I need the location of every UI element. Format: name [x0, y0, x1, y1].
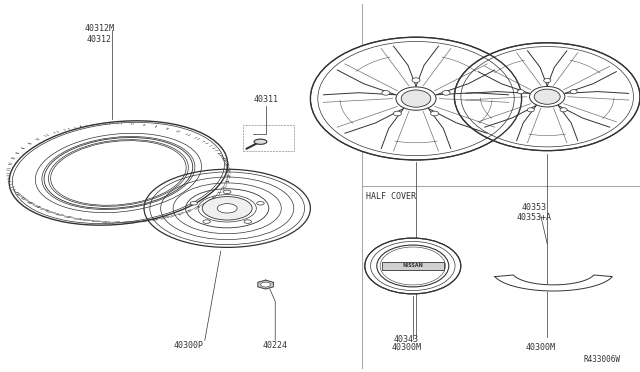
Polygon shape: [495, 275, 612, 291]
Circle shape: [412, 78, 420, 83]
Circle shape: [570, 90, 577, 94]
Circle shape: [431, 111, 438, 116]
Circle shape: [454, 43, 640, 151]
Text: 40311: 40311: [253, 95, 278, 104]
Ellipse shape: [202, 196, 252, 220]
Ellipse shape: [223, 190, 231, 194]
Circle shape: [382, 90, 390, 95]
Circle shape: [534, 89, 560, 104]
Circle shape: [529, 86, 565, 107]
Circle shape: [560, 108, 567, 112]
Circle shape: [310, 37, 522, 160]
Text: 40300M: 40300M: [526, 343, 556, 352]
Text: 40312M
40312: 40312M 40312: [84, 24, 114, 44]
Text: 40300M: 40300M: [392, 343, 421, 352]
Ellipse shape: [203, 220, 211, 223]
Text: NISSAN: NISSAN: [403, 263, 423, 269]
Ellipse shape: [260, 282, 271, 287]
Ellipse shape: [190, 202, 198, 205]
Ellipse shape: [244, 220, 252, 223]
Circle shape: [517, 90, 524, 94]
Ellipse shape: [257, 202, 264, 205]
Circle shape: [365, 238, 461, 294]
Text: R433006W: R433006W: [584, 355, 621, 364]
Text: 40353
40353+A: 40353 40353+A: [517, 203, 552, 222]
Ellipse shape: [217, 203, 237, 213]
Text: 40224: 40224: [262, 341, 288, 350]
Circle shape: [401, 90, 431, 107]
Text: HALF COVER: HALF COVER: [366, 192, 416, 201]
Text: 40343: 40343: [394, 335, 419, 344]
Bar: [381, 262, 444, 270]
Text: 40300P: 40300P: [174, 341, 204, 350]
Circle shape: [527, 108, 534, 112]
Ellipse shape: [254, 139, 267, 144]
Circle shape: [543, 78, 551, 83]
Circle shape: [394, 111, 401, 116]
Polygon shape: [258, 280, 273, 289]
Circle shape: [442, 90, 450, 95]
Circle shape: [396, 87, 436, 110]
